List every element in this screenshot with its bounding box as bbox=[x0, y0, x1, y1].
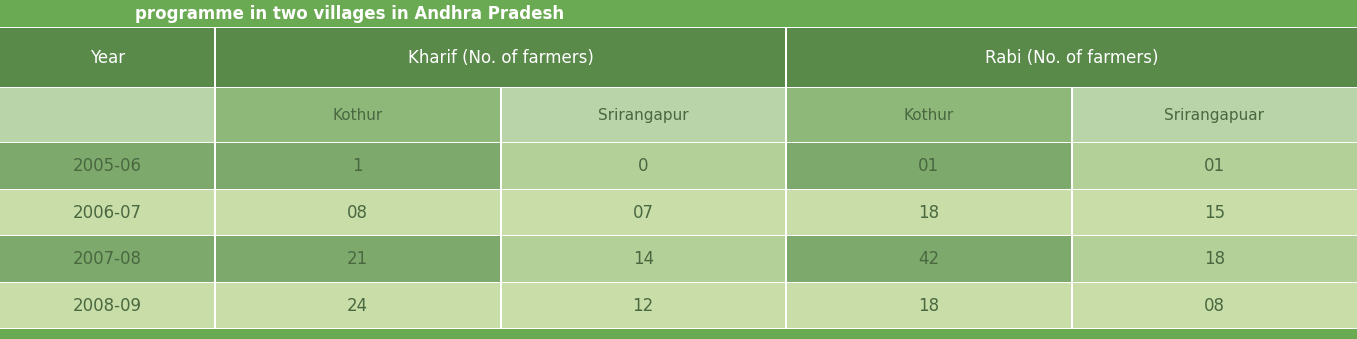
Bar bbox=[0, 190, 214, 236]
Bar bbox=[1071, 88, 1072, 143]
Bar bbox=[1072, 190, 1357, 236]
Bar bbox=[1072, 236, 1357, 282]
Bar bbox=[784, 236, 787, 282]
Text: Srirangapur: Srirangapur bbox=[598, 108, 688, 123]
Bar bbox=[214, 88, 501, 143]
Bar bbox=[1071, 190, 1072, 236]
Bar bbox=[0, 142, 1357, 145]
Text: 01: 01 bbox=[1204, 157, 1225, 175]
Text: 07: 07 bbox=[632, 204, 654, 222]
Bar bbox=[786, 143, 1072, 190]
Bar bbox=[0, 0, 1357, 28]
Bar bbox=[786, 282, 1072, 329]
Bar bbox=[784, 88, 787, 143]
Text: programme in two villages in Andhra Pradesh: programme in two villages in Andhra Prad… bbox=[136, 5, 565, 23]
Bar bbox=[1071, 282, 1072, 329]
Bar bbox=[501, 190, 786, 236]
Text: 08: 08 bbox=[1204, 297, 1225, 315]
Text: Rabi (No. of farmers): Rabi (No. of farmers) bbox=[985, 49, 1159, 67]
Bar bbox=[0, 188, 1357, 192]
Text: 2006-07: 2006-07 bbox=[73, 204, 142, 222]
Bar bbox=[1071, 143, 1072, 190]
Text: Kothur: Kothur bbox=[904, 108, 954, 123]
Bar bbox=[214, 143, 501, 190]
Text: 14: 14 bbox=[632, 250, 654, 268]
Bar bbox=[784, 190, 787, 236]
Bar bbox=[214, 190, 501, 236]
Bar bbox=[501, 236, 786, 282]
Bar bbox=[0, 236, 214, 282]
Bar bbox=[784, 143, 787, 190]
Text: Kothur: Kothur bbox=[332, 108, 383, 123]
Bar bbox=[501, 88, 786, 143]
Text: Year: Year bbox=[90, 49, 125, 67]
Bar bbox=[784, 28, 787, 88]
Bar bbox=[0, 88, 214, 143]
Text: 18: 18 bbox=[919, 297, 939, 315]
Bar bbox=[214, 282, 501, 329]
Text: 15: 15 bbox=[1204, 204, 1225, 222]
Text: 18: 18 bbox=[919, 204, 939, 222]
Text: 08: 08 bbox=[347, 204, 368, 222]
Text: Srirangapuar: Srirangapuar bbox=[1164, 108, 1265, 123]
Text: 0: 0 bbox=[638, 157, 649, 175]
Bar bbox=[214, 88, 216, 143]
Text: 2007-08: 2007-08 bbox=[73, 250, 142, 268]
Text: 2008-09: 2008-09 bbox=[73, 297, 142, 315]
Text: 1: 1 bbox=[353, 157, 364, 175]
Bar bbox=[0, 328, 1357, 331]
Text: 18: 18 bbox=[1204, 250, 1225, 268]
Text: 24: 24 bbox=[347, 297, 368, 315]
Bar bbox=[499, 143, 502, 190]
Bar bbox=[0, 329, 1357, 339]
Text: 12: 12 bbox=[632, 297, 654, 315]
Text: 42: 42 bbox=[919, 250, 939, 268]
Bar bbox=[499, 236, 502, 282]
Bar bbox=[501, 143, 786, 190]
Bar bbox=[784, 282, 787, 329]
Bar bbox=[0, 281, 1357, 284]
Bar bbox=[214, 236, 501, 282]
Bar bbox=[786, 88, 1072, 143]
Text: 21: 21 bbox=[347, 250, 368, 268]
Bar bbox=[214, 28, 216, 88]
Bar bbox=[1072, 282, 1357, 329]
Bar bbox=[499, 190, 502, 236]
Bar bbox=[0, 143, 214, 190]
Bar bbox=[1072, 88, 1357, 143]
Bar bbox=[1071, 236, 1072, 282]
Bar bbox=[214, 282, 216, 329]
Text: Kharif (No. of farmers): Kharif (No. of farmers) bbox=[407, 49, 593, 67]
Text: 2005-06: 2005-06 bbox=[73, 157, 142, 175]
Text: 01: 01 bbox=[919, 157, 939, 175]
Bar bbox=[501, 282, 786, 329]
Bar bbox=[786, 190, 1072, 236]
Bar bbox=[786, 236, 1072, 282]
Bar bbox=[0, 87, 1357, 90]
Bar bbox=[214, 190, 216, 236]
Bar bbox=[499, 88, 502, 143]
Bar bbox=[0, 235, 1357, 238]
Bar bbox=[499, 282, 502, 329]
Bar bbox=[214, 143, 216, 190]
Bar bbox=[0, 282, 214, 329]
Bar bbox=[0, 27, 1357, 30]
Bar bbox=[1072, 143, 1357, 190]
Bar bbox=[0, 28, 1357, 88]
Bar bbox=[214, 236, 216, 282]
